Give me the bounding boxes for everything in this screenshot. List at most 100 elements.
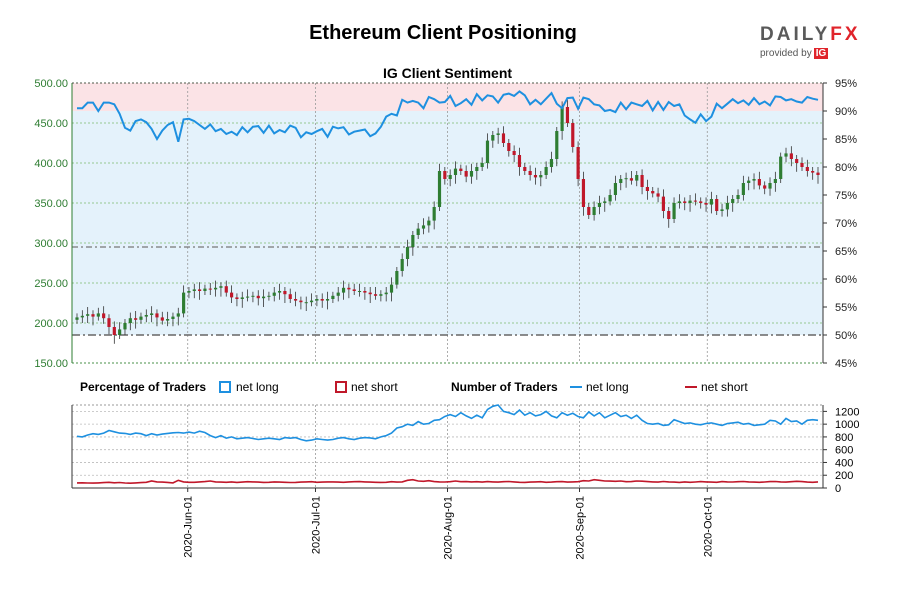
- candle: [539, 175, 543, 178]
- candle: [246, 296, 250, 298]
- page-title: Ethereum Client Positioning: [309, 22, 577, 44]
- candle: [272, 292, 276, 296]
- y-left-tick-label: 400.00: [34, 158, 68, 170]
- y-lower-tick-label: 0: [835, 483, 841, 495]
- candle: [198, 289, 202, 291]
- y-lower-tick-label: 600: [835, 445, 853, 457]
- candle: [560, 107, 564, 131]
- candle: [373, 294, 378, 296]
- y-lower-tick-label: 200: [835, 470, 853, 482]
- legend-pct-long-swatch: [219, 381, 231, 393]
- candle: [667, 211, 671, 219]
- candle: [683, 201, 687, 203]
- candle: [576, 147, 580, 179]
- candle: [784, 153, 788, 157]
- y-right-tick-label: 50%: [835, 330, 857, 342]
- legend-pct-long-label: net long: [236, 380, 279, 394]
- candle: [501, 133, 506, 143]
- candle: [336, 292, 340, 296]
- y-left-tick-label: 200.00: [34, 318, 68, 330]
- y-right-tick-label: 60%: [835, 274, 857, 286]
- candle: [571, 123, 575, 147]
- candle: [677, 201, 681, 203]
- y-lower-tick-label: 800: [835, 432, 853, 444]
- x-tick-label: 2020-Jun-01: [183, 496, 195, 558]
- logo-provided-by: provided by IG: [760, 48, 829, 59]
- y-left-tick-label: 500.00: [34, 78, 68, 90]
- candle: [86, 314, 90, 316]
- candle: [224, 286, 228, 293]
- candle: [427, 220, 431, 226]
- candle: [192, 289, 196, 291]
- candle: [208, 288, 212, 290]
- y-right-tick-label: 65%: [835, 246, 857, 258]
- candle: [160, 317, 164, 321]
- candle: [251, 295, 255, 297]
- candle: [315, 299, 319, 301]
- candle: [421, 225, 426, 229]
- chart-subtitle: IG Client Sentiment: [383, 65, 512, 81]
- x-tick-label: 2020-Oct-01: [702, 496, 714, 557]
- candle: [203, 288, 207, 291]
- candle: [139, 316, 143, 320]
- candle: [795, 159, 799, 163]
- candle: [704, 203, 708, 205]
- legend-count-long-label: net long: [586, 380, 629, 394]
- candle: [368, 292, 372, 295]
- candle: [491, 135, 495, 141]
- y-right-tick-label: 75%: [835, 190, 857, 202]
- candle: [800, 163, 804, 167]
- candle: [544, 167, 548, 175]
- candle: [757, 179, 761, 186]
- candle: [453, 168, 458, 175]
- legend-pct-title: Percentage of Traders: [80, 380, 206, 394]
- y-left-tick-label: 250.00: [34, 278, 68, 290]
- candle: [299, 300, 303, 303]
- candle: [134, 318, 138, 320]
- x-tick-label: 2020-Aug-01: [443, 496, 455, 560]
- candle: [352, 289, 356, 291]
- candle: [214, 287, 218, 290]
- candle: [288, 294, 292, 299]
- legend-pct-short-label: net short: [351, 380, 398, 394]
- candle: [155, 313, 159, 318]
- candle: [656, 193, 660, 197]
- candle: [512, 151, 516, 155]
- candle: [75, 317, 79, 320]
- candle: [549, 159, 554, 167]
- pct-net-long-line: [77, 90, 819, 143]
- candle: [693, 200, 697, 202]
- candle: [405, 247, 410, 259]
- candle: [592, 207, 596, 215]
- candle: [144, 315, 148, 317]
- candle: [389, 284, 394, 293]
- candle: [731, 199, 735, 203]
- candle: [789, 153, 793, 159]
- candle: [517, 155, 522, 167]
- candle: [150, 313, 154, 315]
- candle: [219, 286, 223, 288]
- y-left-tick-label: 150.00: [34, 358, 68, 370]
- candle: [485, 140, 490, 163]
- candle: [171, 316, 175, 319]
- candle: [528, 171, 532, 175]
- candle: [555, 131, 559, 159]
- traders-net-long-line: [76, 404, 819, 442]
- candle: [475, 167, 479, 171]
- candle: [715, 199, 719, 211]
- y-right-tick-label: 80%: [835, 162, 857, 174]
- candle: [347, 287, 351, 290]
- candle: [91, 314, 95, 317]
- candle: [96, 313, 100, 317]
- logo-wordmark: DAILYFX: [760, 24, 861, 45]
- candle: [363, 291, 367, 293]
- candle: [432, 207, 436, 221]
- y-right-tick-label: 70%: [835, 218, 857, 230]
- candle: [603, 201, 607, 203]
- candle: [128, 318, 132, 323]
- candle: [640, 175, 644, 187]
- y-right-tick-label: 95%: [835, 78, 857, 90]
- legend-count-short-label: net short: [701, 380, 748, 394]
- candle: [240, 297, 244, 299]
